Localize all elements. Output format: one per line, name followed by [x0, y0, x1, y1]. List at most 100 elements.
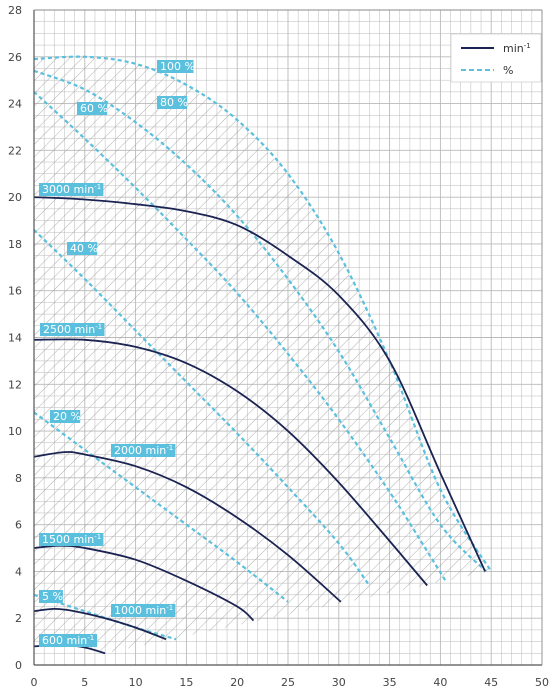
legend-item: % — [461, 64, 513, 77]
legend-label: % — [503, 64, 513, 77]
curve-label-value: 100 % — [160, 60, 195, 73]
curve-label-unit-exponent: -1 — [87, 634, 94, 642]
x-tick-label: 35 — [383, 676, 397, 689]
y-tick-label: 12 — [8, 378, 22, 391]
speed-curve — [34, 607, 167, 641]
curve-label-text: 3000 min-1 — [42, 183, 101, 196]
efficiency-curve — [34, 411, 289, 603]
curve-label-text: 100 % — [160, 60, 195, 73]
legend-label-value: % — [503, 64, 513, 77]
curve-label-unit-exponent: -1 — [94, 533, 101, 541]
curve-label-text: 2000 min-1 — [114, 444, 173, 457]
curve-label-background — [39, 590, 63, 603]
speed-curve — [34, 451, 342, 603]
efficiency-curve — [34, 69, 487, 573]
y-tick-label: 4 — [15, 565, 22, 578]
curve-label-value: 1500 min — [42, 533, 94, 546]
y-tick-label: 16 — [8, 285, 22, 298]
curve-label: 20 % — [50, 410, 81, 423]
curve-label-value: 3000 min — [42, 183, 94, 196]
x-tick-label: 45 — [484, 676, 498, 689]
efficiency-curve — [34, 229, 371, 587]
legend-box — [450, 33, 542, 83]
curve-label: 1000 min-1 — [111, 604, 176, 617]
curve-label-background — [67, 242, 98, 255]
x-tick-label: 5 — [81, 676, 88, 689]
y-tick-label: 20 — [8, 191, 22, 204]
curve-label-background — [50, 410, 81, 423]
curve-label: 100 % — [157, 60, 195, 73]
curve-label-background — [39, 634, 98, 647]
y-tick-label: 26 — [8, 51, 22, 64]
curve-label-background — [77, 102, 108, 115]
curve-label-value: 1000 min — [114, 604, 166, 617]
curve-label: 600 min-1 — [39, 634, 98, 647]
curve-label: 2500 min-1 — [40, 323, 105, 336]
curve-label-unit-exponent: -1 — [166, 444, 173, 452]
curve-label-value: 2500 min — [43, 323, 95, 336]
curve-label-text: 2500 min-1 — [43, 323, 102, 336]
x-tick-label: 40 — [433, 676, 447, 689]
curve-label-background — [39, 183, 104, 196]
x-tick-label: 50 — [535, 676, 549, 689]
curve-label-background — [157, 96, 188, 109]
x-tick-label: 10 — [129, 676, 143, 689]
curve-label-unit-exponent: -1 — [94, 183, 101, 191]
speed-curves — [34, 196, 486, 655]
x-tick-label: 20 — [230, 676, 244, 689]
curve-label-background — [111, 444, 176, 457]
y-tick-label: 0 — [15, 659, 22, 672]
curve-label-background — [111, 604, 176, 617]
speed-curve — [34, 196, 486, 572]
curve-label: 3000 min-1 — [39, 183, 104, 196]
y-tick-label: 2 — [15, 612, 22, 625]
y-tick-label: 18 — [8, 238, 22, 251]
legend: min-1% — [450, 33, 542, 83]
curve-label-text: 5 % — [42, 590, 63, 603]
x-tick-label: 0 — [31, 676, 38, 689]
x-tick-label: 30 — [332, 676, 346, 689]
tick-labels: 0 5 10 15 20 25 30 35 40 45 5002468101214161820222… — [8, 4, 549, 689]
curve-label-value: 40 % — [70, 242, 98, 255]
x-tick-label: 15 — [179, 676, 193, 689]
curve-label-background — [40, 323, 105, 336]
speed-curve — [34, 338, 428, 587]
curve-label-text: 60 % — [80, 102, 108, 115]
curve-label-text: 80 % — [160, 96, 188, 109]
curve-label-value: 5 % — [42, 590, 63, 603]
legend-label: min-1 — [503, 42, 531, 55]
y-tick-label: 22 — [8, 144, 22, 157]
y-tick-label: 10 — [8, 425, 22, 438]
curve-label-value: 20 % — [53, 410, 81, 423]
y-tick-label: 14 — [8, 332, 22, 345]
legend-label-value: min — [503, 42, 524, 55]
operating-region — [34, 56, 492, 654]
curve-label-unit-exponent: -1 — [166, 604, 173, 612]
legend-label-exponent: -1 — [524, 42, 531, 50]
legend-item: min-1 — [461, 42, 531, 55]
curve-label-value: 80 % — [160, 96, 188, 109]
curve-label-text: 1000 min-1 — [114, 604, 173, 617]
curve-label-value: 2000 min — [114, 444, 166, 457]
curve-label-unit-exponent: -1 — [95, 323, 102, 331]
axes — [33, 9, 543, 666]
curve-label-text: 1500 min-1 — [42, 533, 101, 546]
y-tick-label: 24 — [8, 98, 22, 111]
curve-label: 1500 min-1 — [39, 533, 104, 546]
x-tick-label: 25 — [281, 676, 295, 689]
efficiency-curve — [34, 91, 447, 582]
y-tick-label: 8 — [15, 472, 22, 485]
curve-label-background — [157, 60, 194, 73]
curve-label-value: 600 min — [42, 634, 87, 647]
curve-label-value: 60 % — [80, 102, 108, 115]
operating-region-hatch — [34, 56, 492, 654]
curve-label-background — [39, 533, 104, 546]
curve-label: 5 % — [39, 590, 63, 603]
curve-label: 2000 min-1 — [111, 444, 176, 457]
curve-label-text: 600 min-1 — [42, 634, 94, 647]
curve-label-text: 20 % — [53, 410, 81, 423]
y-tick-label: 28 — [8, 4, 22, 17]
curve-label: 80 % — [157, 96, 188, 109]
